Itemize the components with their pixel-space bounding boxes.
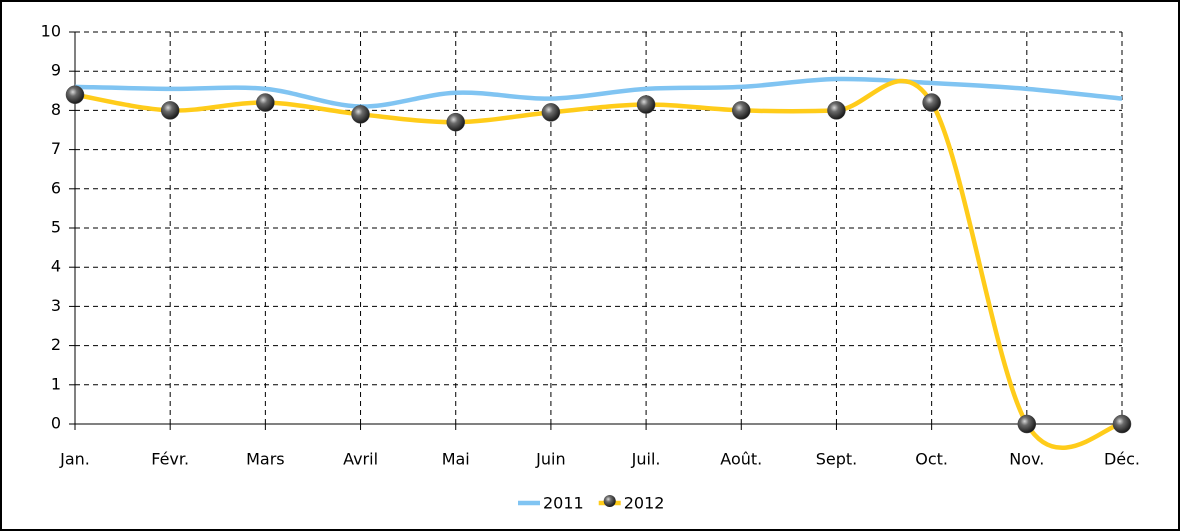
x-tick-label: Juin [535,450,565,469]
legend-marker [603,495,616,507]
legend-label: 2012 [624,494,665,513]
legend-label: 2011 [543,494,584,513]
y-tick-label: 10 [41,22,61,41]
data-point [922,93,941,112]
data-point [541,103,561,122]
x-tick-label: Mars [246,450,285,469]
data-point [65,85,85,104]
data-point [1017,414,1037,434]
y-tick-label: 7 [51,139,61,158]
data-point [351,105,370,124]
y-tick-label: 3 [51,296,61,315]
x-tick-label: Avril [343,450,378,469]
y-tick-label: 6 [51,178,61,197]
y-tick-label: 1 [51,374,61,393]
y-tick-label: 8 [51,100,61,119]
y-tick-label: 4 [51,257,61,276]
series-line [74,76,1123,109]
x-tick-label: Sept. [816,450,858,469]
x-tick-label: Juil. [631,450,661,469]
legend-item: 2012 [598,494,665,513]
data-point [160,101,180,120]
data-point [636,95,656,114]
x-tick-label: Mai [442,450,470,469]
x-tick-label: Jan. [59,450,90,469]
x-tick-label: Déc. [1104,450,1140,469]
x-tick-label: Oct. [915,450,948,469]
x-tick-label: Févr. [151,450,189,469]
y-tick-label: 0 [51,414,61,433]
data-point [256,93,275,112]
x-tick-label: Août. [720,450,762,469]
legend-item: 2011 [518,494,584,513]
y-tick-label: 2 [51,335,61,354]
data-point [732,101,751,120]
x-tick-label: Nov. [1009,450,1044,469]
data-point [1112,414,1132,434]
y-tick-label: 9 [51,61,61,80]
data-point [827,101,846,120]
data-point [446,112,465,132]
y-tick-label: 5 [51,218,61,237]
